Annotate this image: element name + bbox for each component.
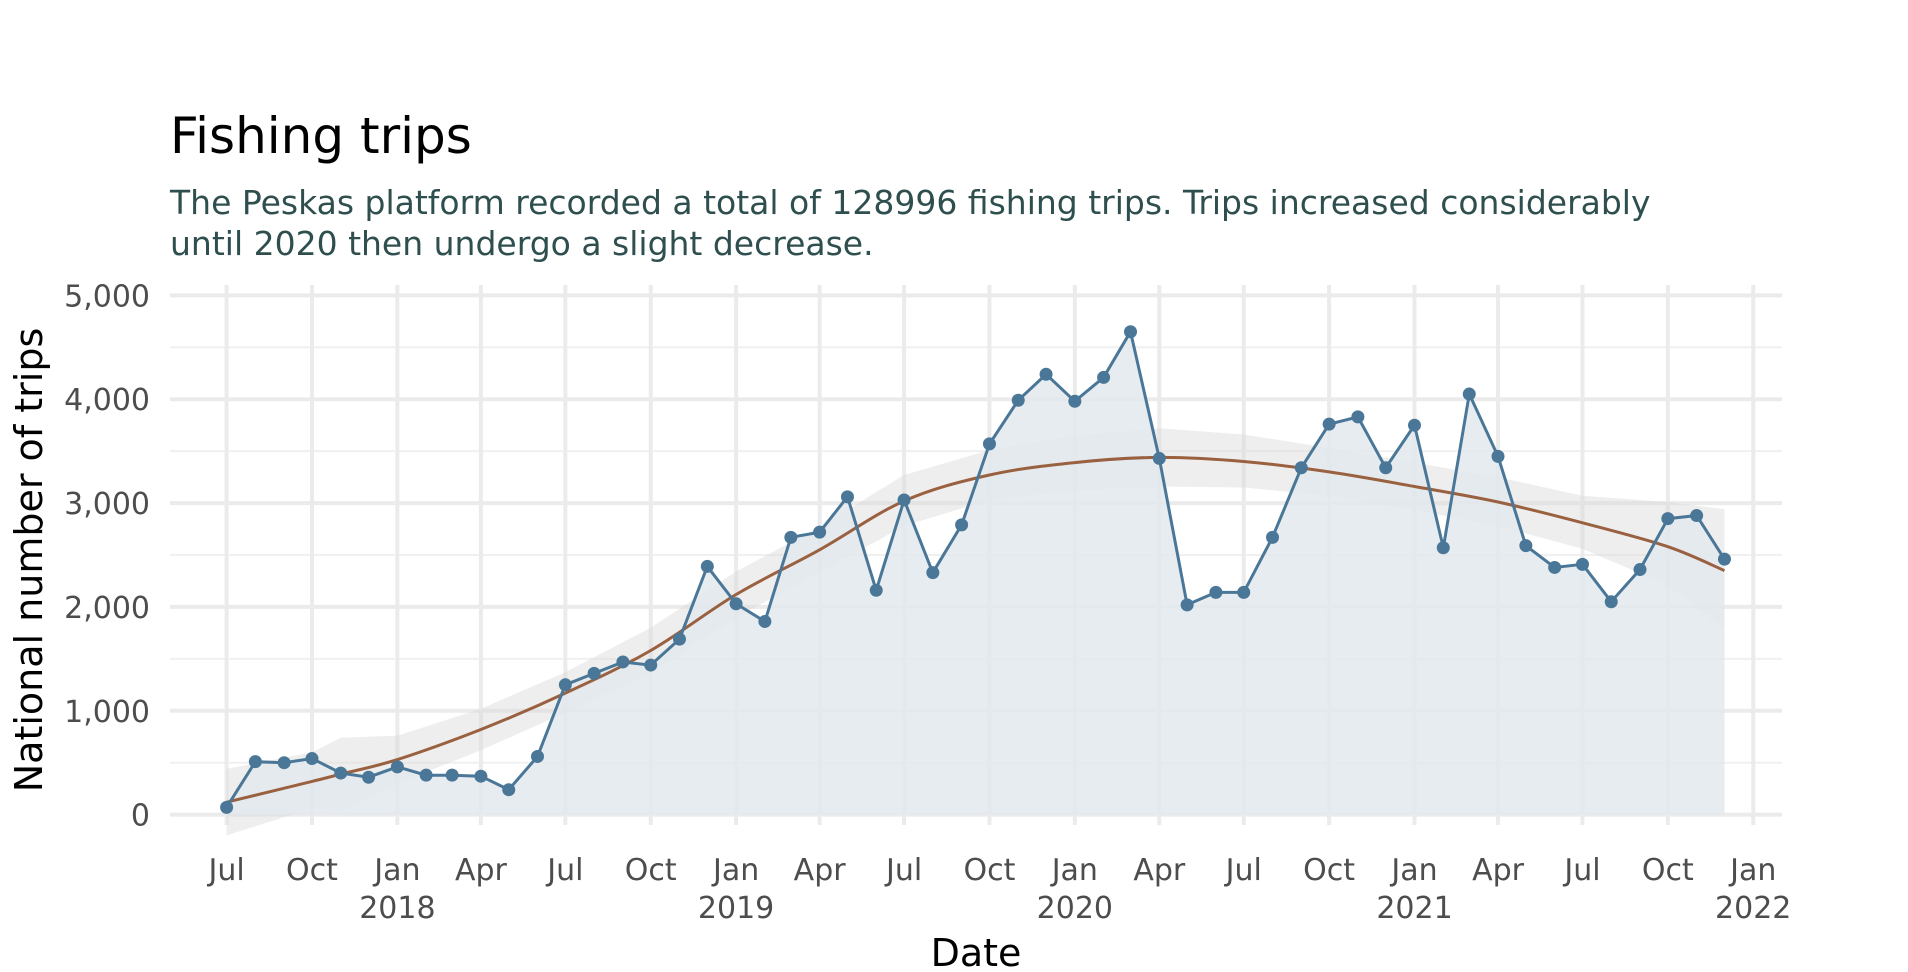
y-tick-label: 4,000 <box>64 383 150 418</box>
data-point <box>1351 410 1365 424</box>
data-point <box>1604 595 1618 609</box>
x-tick-year-label: 2020 <box>1037 891 1113 926</box>
y-tick-label: 5,000 <box>64 279 150 314</box>
x-tick-label: Oct <box>286 853 338 888</box>
x-tick-label: Jul <box>884 853 922 888</box>
data-point <box>1322 417 1336 431</box>
data-point <box>1237 585 1251 599</box>
data-point <box>1039 367 1053 381</box>
data-point <box>758 614 772 628</box>
y-tick-label: 0 <box>131 799 150 834</box>
data-points <box>220 325 1731 814</box>
observed-area-fill <box>226 331 1725 815</box>
x-tick-label: Apr <box>1472 853 1525 888</box>
data-point <box>1436 541 1450 555</box>
data-point <box>474 769 488 783</box>
y-tick-label: 3,000 <box>64 487 150 522</box>
data-point <box>1575 557 1589 571</box>
smooth-trend-line <box>226 455 1726 804</box>
data-point <box>644 658 658 672</box>
observed-area <box>226 331 1725 815</box>
y-tick-label: 2,000 <box>64 591 150 626</box>
data-point <box>1294 461 1308 475</box>
data-point <box>1548 560 1562 574</box>
data-point <box>982 437 996 451</box>
y-axis-title: National number of trips <box>7 328 51 793</box>
x-tick-label: Apr <box>794 853 847 888</box>
data-point <box>1519 539 1533 553</box>
x-tick-label: Oct <box>1642 853 1694 888</box>
x-tick-label: Jan <box>372 853 420 888</box>
data-point <box>390 760 404 774</box>
x-tick-label: Jul <box>545 853 583 888</box>
data-point <box>1462 387 1476 401</box>
data-point <box>1379 461 1393 475</box>
x-tick-year-label: 2021 <box>1376 891 1452 926</box>
x-tick-label: Jan <box>1728 853 1776 888</box>
data-point <box>1690 509 1704 523</box>
data-point <box>1633 563 1647 577</box>
data-point <box>1266 530 1280 544</box>
data-point <box>419 768 433 782</box>
x-tick-label: Jan <box>711 853 759 888</box>
x-tick-year-label: 2022 <box>1715 891 1791 926</box>
y-axis-ticks: 0 1,000 2,000 3,000 4,000 5,000 <box>64 279 150 833</box>
data-point <box>784 530 798 544</box>
data-point <box>305 752 319 766</box>
x-tick-label: Jul <box>1562 853 1600 888</box>
data-point <box>926 566 940 580</box>
x-tick-label: Jul <box>1224 853 1262 888</box>
data-point <box>672 632 686 646</box>
x-tick-year-label: 2018 <box>359 891 435 926</box>
data-point <box>1124 325 1138 339</box>
data-point <box>502 783 516 797</box>
data-point <box>616 655 630 669</box>
data-point <box>1209 585 1223 599</box>
data-point <box>1661 512 1675 526</box>
data-point <box>1180 598 1194 612</box>
data-point <box>362 770 376 784</box>
x-tick-label: Oct <box>964 853 1016 888</box>
data-point <box>955 518 969 532</box>
x-tick-label: Apr <box>455 853 508 888</box>
x-tick-label: Jan <box>1050 853 1098 888</box>
data-point <box>897 493 911 507</box>
x-tick-label: Jul <box>207 853 245 888</box>
data-point <box>334 766 348 780</box>
data-point <box>1068 394 1082 408</box>
smooth-line-group <box>226 455 1726 804</box>
data-point <box>1717 552 1731 566</box>
data-point <box>248 755 262 769</box>
chart-title: Fishing trips <box>170 107 472 165</box>
x-tick-label: Oct <box>625 853 677 888</box>
data-point <box>1011 393 1025 407</box>
data-point <box>869 583 883 597</box>
data-point <box>220 800 234 814</box>
data-point <box>729 597 743 611</box>
y-tick-label: 1,000 <box>64 695 150 730</box>
x-tick-label: Apr <box>1133 853 1186 888</box>
data-point <box>813 525 827 539</box>
data-point <box>558 678 572 692</box>
data-point <box>1152 451 1166 465</box>
data-point <box>840 490 854 504</box>
data-point <box>531 749 545 763</box>
x-tick-label: Jan <box>1389 853 1437 888</box>
data-point <box>1491 449 1505 463</box>
x-axis-title: Date <box>931 931 1022 972</box>
data-point <box>277 756 291 770</box>
data-point <box>700 559 714 573</box>
chart-subtitle-line-1: The Peskas platform recorded a total of … <box>169 183 1651 222</box>
x-tick-year-label: 2019 <box>698 891 774 926</box>
x-tick-label: Oct <box>1303 853 1355 888</box>
chart-subtitle-line-2: until 2020 then undergo a slight decreas… <box>170 224 874 263</box>
data-point <box>1407 418 1421 432</box>
data-point <box>587 666 601 680</box>
data-point <box>445 768 459 782</box>
data-point <box>1097 370 1111 384</box>
